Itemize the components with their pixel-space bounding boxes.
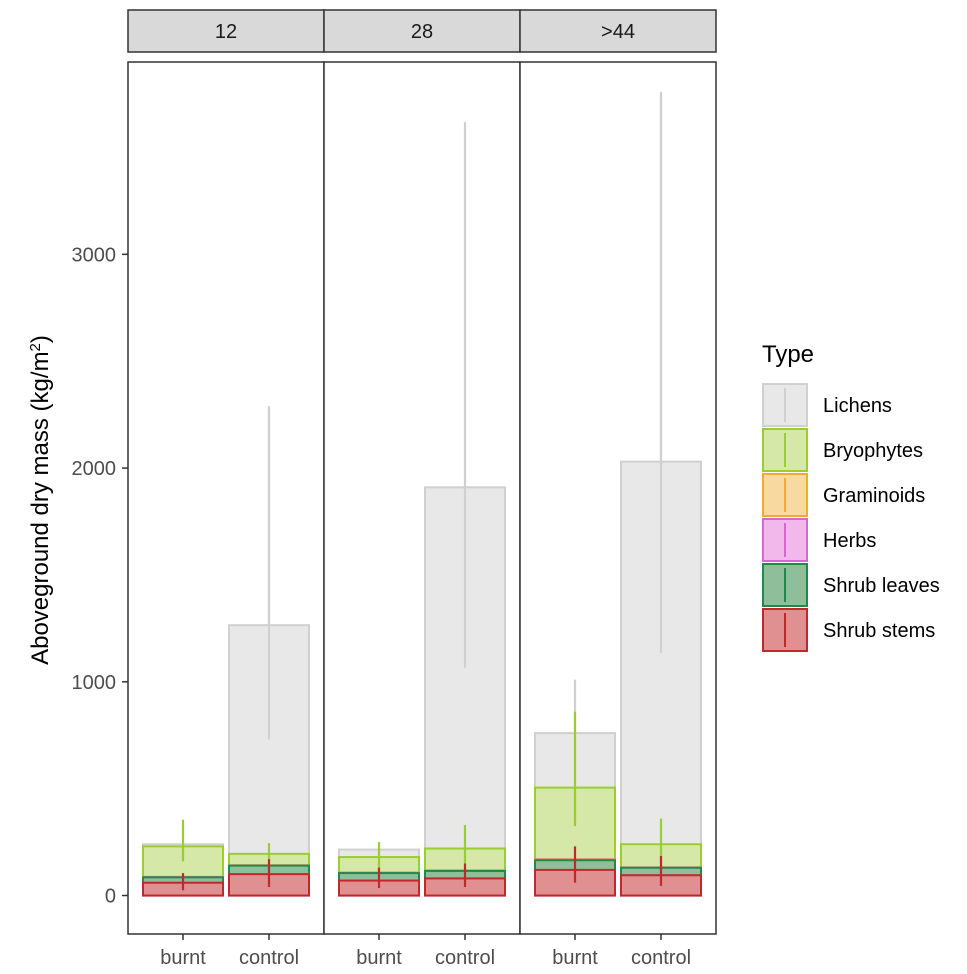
legend-title: Type — [762, 341, 814, 368]
facet-strip-label: >44 — [601, 21, 635, 43]
facet-strip — [519, 9, 717, 53]
y-tick-label: 2000 — [72, 458, 117, 480]
y-axis-title-close: ) — [27, 335, 54, 343]
y-axis-title-text: Aboveground dry mass (kg/m — [27, 351, 54, 664]
x-tick-label: burnt — [356, 947, 402, 969]
facet-panels — [127, 61, 717, 935]
legend-label: Lichens — [823, 395, 892, 417]
legend-item: Bryophytes — [762, 428, 923, 472]
y-axis-title: Aboveground dry mass (kg/m2) — [27, 335, 55, 665]
legend-label: Bryophytes — [823, 440, 923, 462]
y-tick-label: 1000 — [72, 672, 117, 694]
facet-panel — [127, 61, 325, 935]
legend-item: Shrub stems — [762, 608, 935, 652]
x-tick-label: control — [239, 947, 299, 969]
facet-strips: 12 28 >44 — [127, 9, 717, 53]
legend-label: Graminoids — [823, 485, 925, 507]
x-axis: burnt control burnt control burnt control — [160, 934, 691, 969]
legend-item: Graminoids — [762, 473, 925, 517]
x-tick-label: control — [631, 947, 691, 969]
legend-item: Lichens — [762, 383, 892, 427]
facet-panel — [519, 61, 717, 935]
legend-item: Herbs — [762, 518, 876, 562]
y-axis-title-superscript: 2 — [27, 343, 44, 351]
y-tick-label: 3000 — [72, 244, 117, 266]
x-tick-label: burnt — [160, 947, 206, 969]
facet-strip — [127, 9, 325, 53]
legend-label: Shrub stems — [823, 620, 935, 642]
y-tick-label: 0 — [105, 886, 116, 908]
legend-item: Shrub leaves — [762, 563, 940, 607]
x-tick-label: burnt — [552, 947, 598, 969]
legend-label: Herbs — [823, 530, 876, 552]
facet-strip — [323, 9, 521, 53]
facet-strip-label: 28 — [411, 21, 433, 43]
facet-strip-label: 12 — [215, 21, 237, 43]
facet-panel — [323, 61, 521, 935]
panel-border — [519, 61, 717, 935]
legend: Type Lichens Bryophytes Graminoids Herbs Shr… — [762, 341, 940, 652]
legend-label: Shrub leaves — [823, 575, 940, 597]
y-axis: 0 1000 2000 3000 — [72, 244, 128, 908]
x-tick-label: control — [435, 947, 495, 969]
